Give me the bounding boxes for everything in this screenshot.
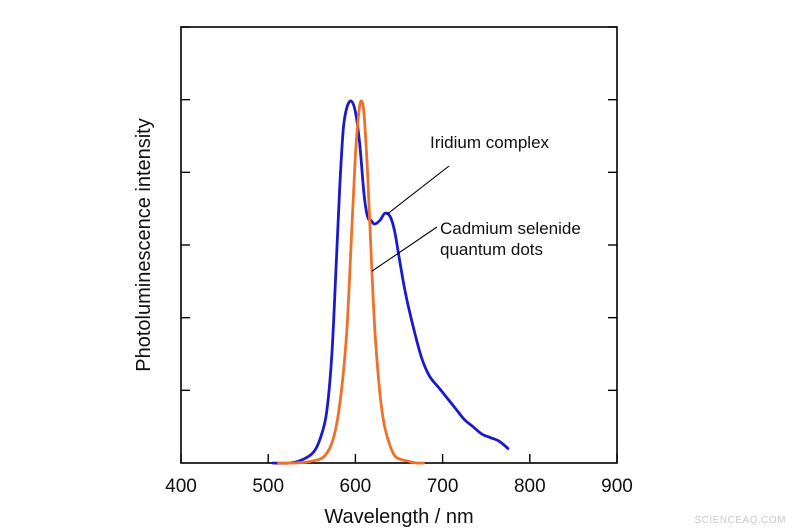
x-tick-label-500: 500 bbox=[252, 476, 284, 497]
annotation-label-iridium-complex: Iridium complex bbox=[430, 133, 550, 152]
series-layer bbox=[271, 99, 510, 465]
x-tick-label-700: 700 bbox=[427, 476, 459, 497]
annotation-leader-iridium-complex bbox=[386, 165, 450, 215]
y-axis-label: Photoluminescence intensity bbox=[133, 118, 155, 371]
x-tick-labels: 400 500 600 700 800 900 bbox=[165, 476, 633, 497]
annotation-label-cadmium-selenide-quantum-dots: quantum dots bbox=[440, 240, 543, 259]
annotation-label-cadmium-selenide-quantum-dots: Cadmium selenide bbox=[440, 219, 581, 238]
x-tick-label-900: 900 bbox=[601, 476, 633, 497]
series-line-iridium-complex bbox=[271, 99, 510, 465]
x-tick-label-800: 800 bbox=[514, 476, 546, 497]
x-tick-label-400: 400 bbox=[165, 476, 197, 497]
plot-frame bbox=[180, 26, 618, 464]
watermark: SCIENCEAQ.COM bbox=[694, 515, 786, 526]
annotation-layer: Iridium complex Cadmium selenide quantum d… bbox=[371, 133, 581, 272]
series-line-cadmium-selenide-quantum-dots bbox=[277, 99, 425, 465]
annotation-leader-cadmium-selenide-quantum-dots bbox=[371, 226, 438, 272]
x-tick-label-600: 600 bbox=[340, 476, 372, 497]
x-axis-label: Wavelength / nm bbox=[324, 506, 473, 528]
ticks bbox=[180, 26, 618, 463]
